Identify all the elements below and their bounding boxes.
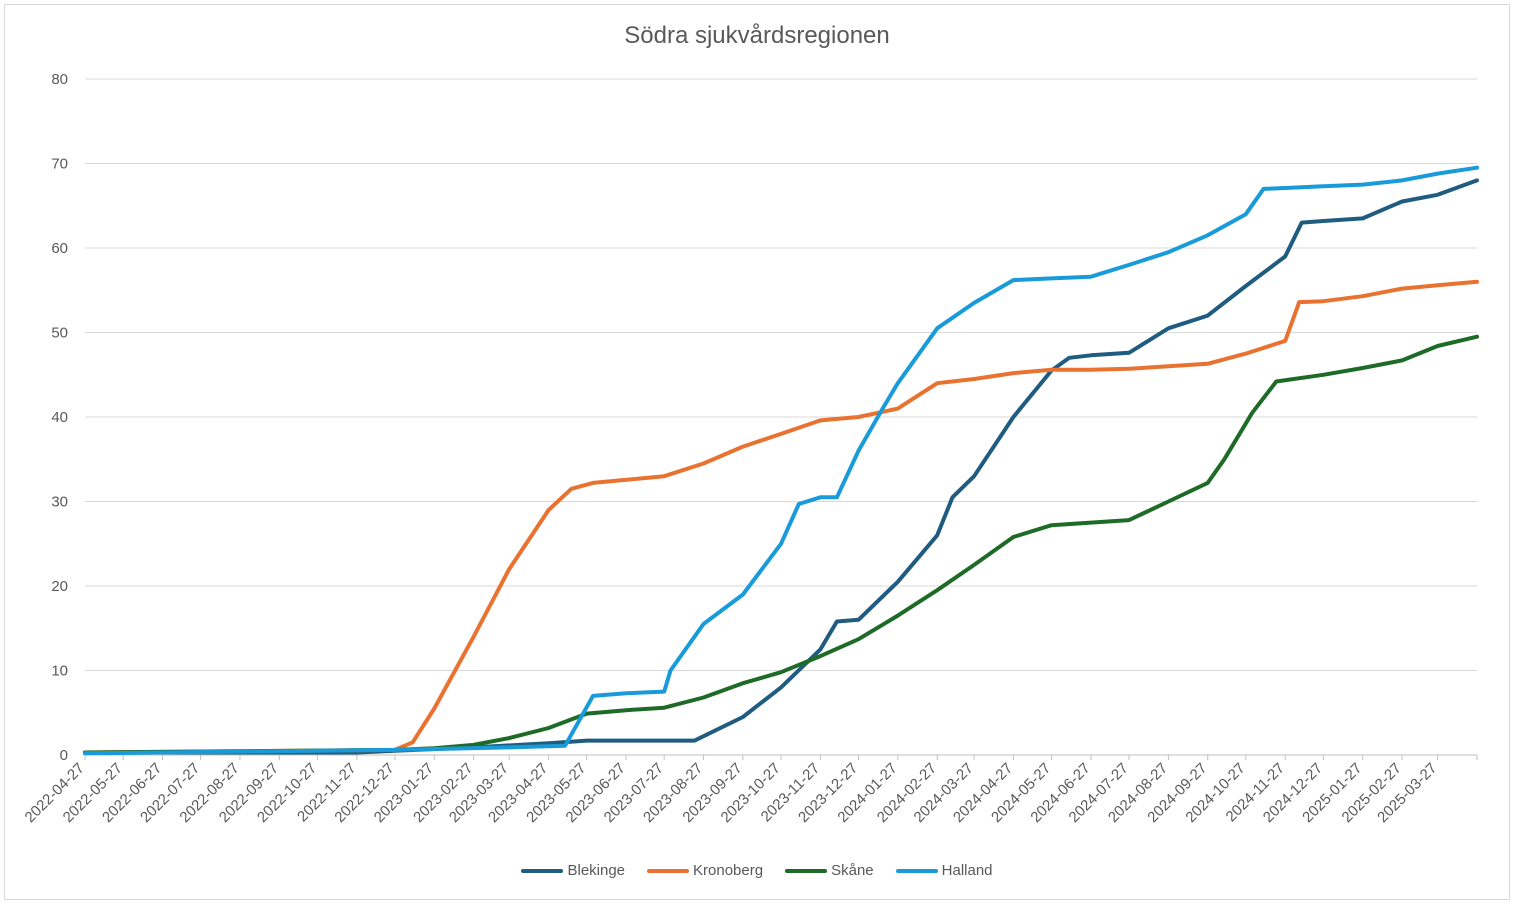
chart-title: Södra sjukvårdsregionen: [624, 22, 890, 49]
y-tick-label: 50: [51, 325, 68, 342]
series-line-blekinge: [83, 178, 1479, 755]
y-tick-label: 80: [51, 71, 68, 88]
legend-label: Kronoberg: [693, 862, 764, 879]
legend-item-blekinge: Blekinge: [521, 862, 625, 879]
legend-swatch-kronoberg: [647, 868, 690, 873]
y-tick-label: 10: [51, 663, 68, 680]
y-tick-label: 60: [51, 240, 68, 257]
legend-item-skane: Skåne: [785, 862, 874, 879]
y-tick-label: 30: [51, 494, 68, 511]
legend-label: Skåne: [831, 862, 874, 879]
y-tick-label: 0: [60, 747, 68, 764]
series-line-halland: [83, 165, 1479, 756]
legend-label: Halland: [941, 862, 993, 879]
legend: Blekinge Kronoberg Skåne Halland: [0, 862, 1514, 879]
legend-swatch-blekinge: [521, 868, 564, 873]
legend-item-halland: Halland: [895, 862, 993, 879]
y-tick-label: 40: [51, 409, 68, 426]
legend-item-kronoberg: Kronoberg: [647, 862, 763, 879]
series-line-skne: [83, 334, 1479, 755]
legend-label: Blekinge: [567, 862, 626, 879]
legend-swatch-skane: [785, 868, 828, 873]
y-tick-label: 20: [51, 578, 68, 595]
legend-swatch-halland: [895, 868, 938, 873]
y-tick-label: 70: [51, 156, 68, 173]
series-line-kronoberg: [83, 279, 1479, 755]
